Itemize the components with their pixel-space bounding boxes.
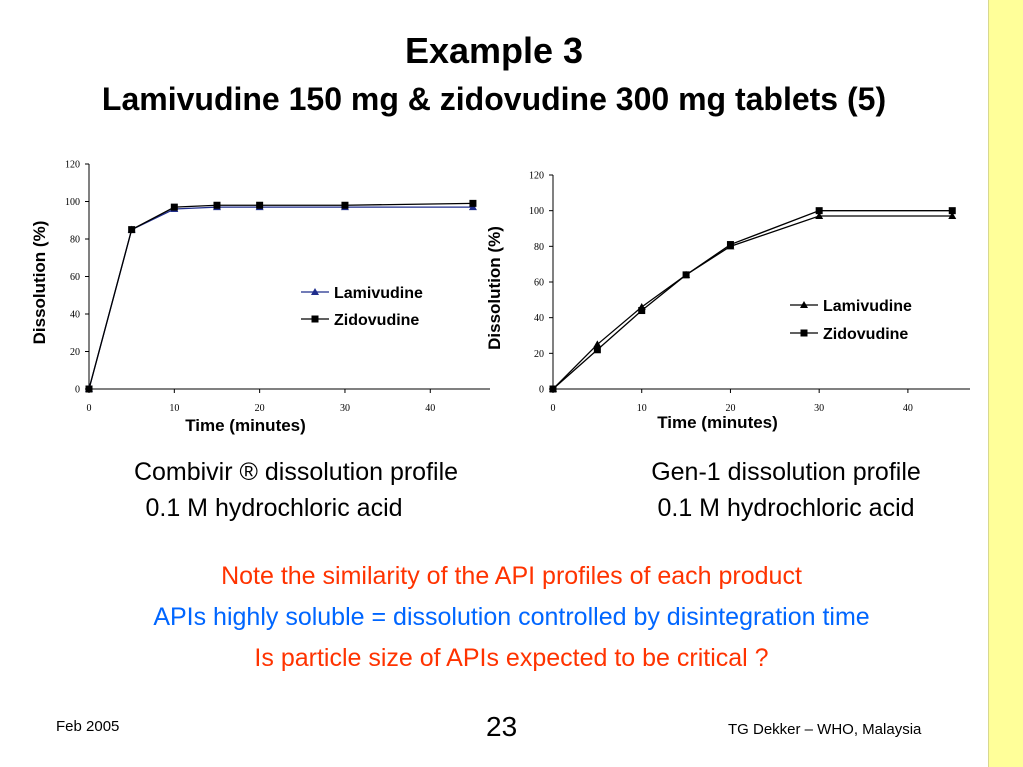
zidovudine-point xyxy=(128,226,136,234)
y-tick-label: 100 xyxy=(65,197,80,208)
x-tick-label: 40 xyxy=(425,403,435,414)
zidovudine-point xyxy=(948,207,956,215)
y-tick-label: 20 xyxy=(70,347,80,358)
zidovudine-point xyxy=(549,385,557,393)
footer-date: Feb 2005 xyxy=(56,718,120,735)
caption-combivir-line1: Combivir ® dissolution profile xyxy=(133,458,459,486)
y-tick-label: 120 xyxy=(65,160,80,171)
x-tick-label: 20 xyxy=(725,403,735,414)
side-band xyxy=(988,0,1023,767)
y-tick-label: 120 xyxy=(529,171,544,182)
x-tick-label: 10 xyxy=(637,403,647,414)
caption-combivir-line2: 0.1 M hydrochloric acid xyxy=(145,494,403,522)
page-number: 23 xyxy=(486,711,518,742)
legend-zidovudine-marker xyxy=(311,315,319,323)
zidovudine-point xyxy=(85,385,93,393)
legend-lamivudine-marker xyxy=(800,301,808,308)
zidovudine-point xyxy=(170,203,178,211)
x-tick-label: 40 xyxy=(903,403,913,414)
x-tick-label: 10 xyxy=(169,403,179,414)
y-tick-label: 40 xyxy=(534,313,544,324)
y-tick-label: 100 xyxy=(529,206,544,217)
y-tick-label: 20 xyxy=(534,349,544,360)
note-similarity: Note the similarity of the API profiles … xyxy=(221,562,802,590)
zidovudine-point xyxy=(213,201,221,209)
slide-subtitle: Lamivudine 150 mg & zidovudine 300 mg ta… xyxy=(101,81,887,117)
lamivudine-point xyxy=(815,212,824,220)
zidovudine-point xyxy=(469,199,477,207)
y-axis-label: Dissolution (%) xyxy=(485,226,504,350)
y-tick-label: 80 xyxy=(70,235,80,246)
legend-lamivudine-label: Lamivudine xyxy=(823,298,912,315)
zidovudine-point xyxy=(815,207,823,215)
y-tick-label: 60 xyxy=(70,272,80,283)
zidovudine-point xyxy=(593,346,601,354)
legend-zidovudine-label: Zidovudine xyxy=(334,312,419,329)
legend-lamivudine-label: Lamivudine xyxy=(334,285,423,302)
slide-title: Example 3 xyxy=(404,30,584,71)
legend-zidovudine-marker xyxy=(800,329,808,337)
x-tick-label: 30 xyxy=(814,403,824,414)
footer-author: TG Dekker – WHO, Malaysia xyxy=(728,721,922,738)
y-tick-label: 60 xyxy=(534,278,544,289)
caption-gen1-line2: 0.1 M hydrochloric acid xyxy=(657,494,915,522)
note-particle-size: Is particle size of APIs expected to be … xyxy=(254,644,769,672)
y-tick-label: 40 xyxy=(70,310,80,321)
x-tick-label: 0 xyxy=(551,403,556,414)
note-solubility: APIs highly soluble = dissolution contro… xyxy=(153,603,870,631)
y-axis-label: Dissolution (%) xyxy=(30,221,49,345)
legend-lamivudine-marker xyxy=(311,288,319,295)
x-tick-label: 30 xyxy=(340,403,350,414)
zidovudine-point xyxy=(726,241,734,249)
lamivudine-point xyxy=(593,340,602,348)
zidovudine-point xyxy=(341,201,349,209)
x-tick-label: 20 xyxy=(255,403,265,414)
lamivudine-point xyxy=(948,212,957,220)
x-tick-label: 0 xyxy=(87,403,92,414)
x-axis-label: Time (minutes) xyxy=(185,416,306,435)
zidovudine-point xyxy=(638,307,646,315)
legend-zidovudine-label: Zidovudine xyxy=(823,326,908,343)
y-tick-label: 0 xyxy=(75,385,80,396)
y-tick-label: 80 xyxy=(534,242,544,253)
caption-gen1-line1: Gen-1 dissolution profile xyxy=(651,458,921,486)
zidovudine-point xyxy=(682,271,690,279)
zidovudine-point xyxy=(256,201,264,209)
x-axis-label: Time (minutes) xyxy=(657,413,778,432)
y-tick-label: 0 xyxy=(539,385,544,396)
